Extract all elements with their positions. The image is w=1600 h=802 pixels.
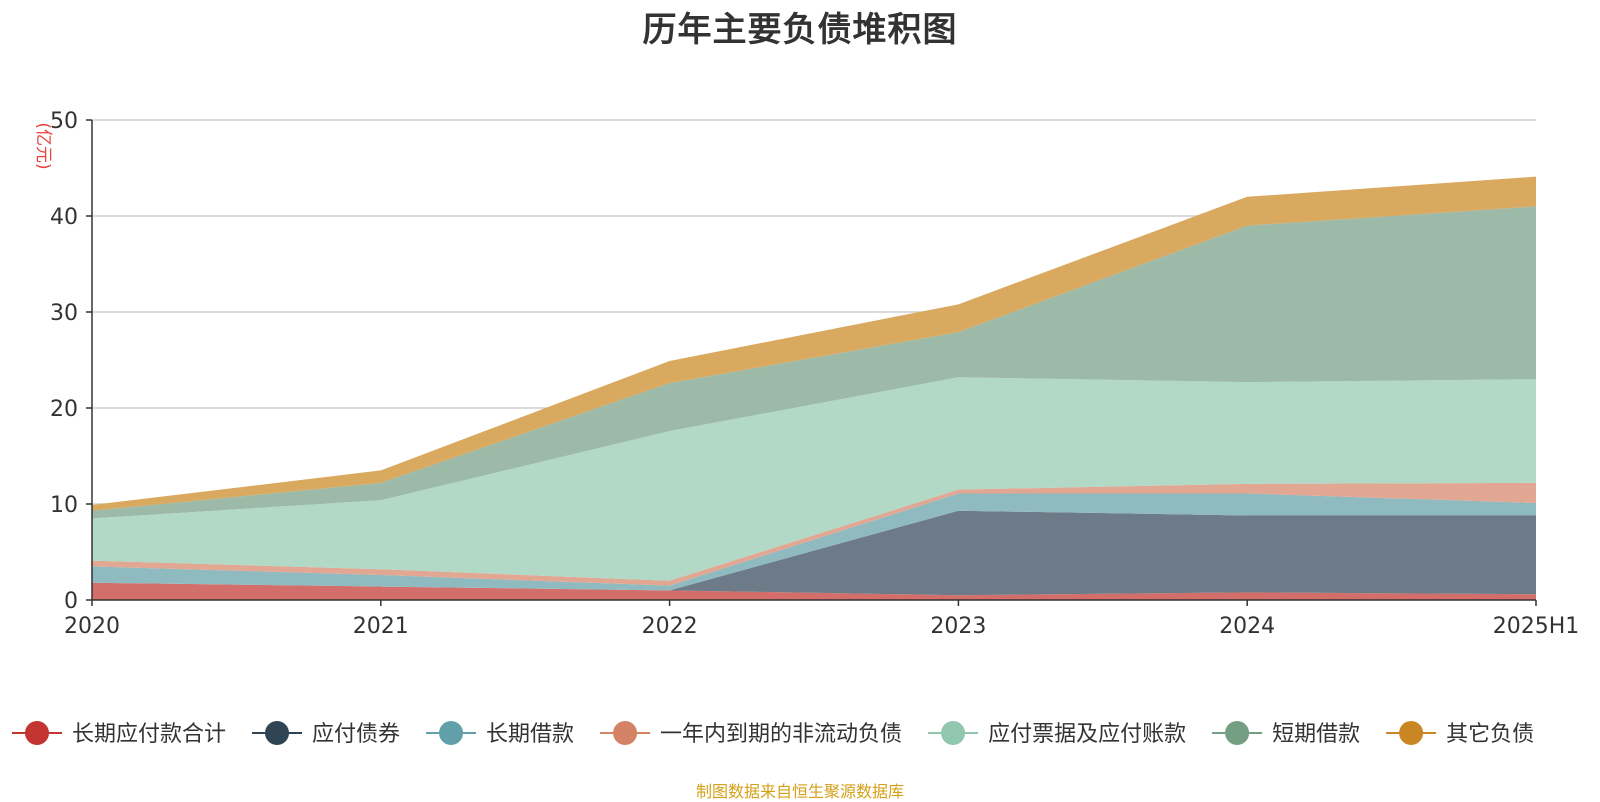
axes: 0 10 20 30 40 50 2020 2021 2022 2023 2024 2025H1 (亿元…: [33, 109, 1579, 639]
legend-label: 其它负债: [1446, 722, 1534, 747]
legend-item-6[interactable]: 短期借款: [1212, 721, 1360, 747]
legend-marker: [1399, 721, 1424, 745]
x-tick-label: 2025H1: [1493, 614, 1580, 639]
legend-item-7[interactable]: 其它负债: [1386, 721, 1534, 747]
y-tick-label: 10: [50, 493, 78, 518]
legend-marker: [613, 721, 638, 745]
y-tick-label: 50: [50, 109, 78, 134]
legend-marker: [265, 721, 290, 745]
legend-item-4[interactable]: 一年内到期的非流动负债: [600, 721, 902, 747]
y-axis-unit-label: (亿元): [33, 122, 53, 169]
x-tick-label: 2023: [930, 614, 986, 639]
chart-title: 历年主要负债堆积图: [642, 10, 958, 50]
legend-item-2[interactable]: 应付债券: [252, 721, 400, 747]
y-tick-label: 40: [50, 205, 78, 230]
legend-marker: [941, 721, 966, 745]
area-series-2[interactable]: [92, 510, 1536, 596]
x-tick-label: 2024: [1219, 614, 1275, 639]
legend-label: 短期借款: [1272, 722, 1360, 747]
y-tick-label: 20: [50, 397, 78, 422]
area-series-7[interactable]: [92, 176, 1536, 511]
area-series-layer: [92, 176, 1536, 600]
area-series-5[interactable]: [92, 377, 1536, 581]
x-tick-label: 2022: [642, 614, 698, 639]
area-series-6[interactable]: [92, 206, 1536, 519]
legend-item-1[interactable]: 长期应付款合计: [12, 721, 226, 747]
source-note: 制图数据来自恒生聚源数据库: [695, 782, 904, 801]
legend-item-5[interactable]: 应付票据及应付账款: [928, 721, 1186, 747]
legend-label: 一年内到期的非流动负债: [660, 722, 902, 747]
legend-marker: [1225, 721, 1250, 745]
legend[interactable]: 长期应付款合计 应付债券 长期借款 一年内到期的非流动负债 应付票据及应付账款 短期借款 其…: [12, 721, 1534, 747]
x-tick-label: 2020: [64, 614, 120, 639]
legend-item-3[interactable]: 长期借款: [426, 721, 574, 747]
area-series-4[interactable]: [92, 482, 1536, 586]
legend-label: 应付票据及应付账款: [988, 722, 1186, 747]
y-tick-label: 30: [50, 301, 78, 326]
x-tick-label: 2021: [353, 614, 409, 639]
legend-label: 长期借款: [486, 722, 574, 747]
legend-marker: [439, 721, 464, 745]
legend-marker: [25, 721, 49, 745]
legend-label: 长期应付款合计: [72, 722, 226, 747]
legend-label: 应付债券: [312, 722, 400, 747]
y-tick-label: 0: [64, 589, 78, 614]
area-series-1[interactable]: [92, 582, 1536, 600]
area-series-3[interactable]: [92, 493, 1536, 591]
